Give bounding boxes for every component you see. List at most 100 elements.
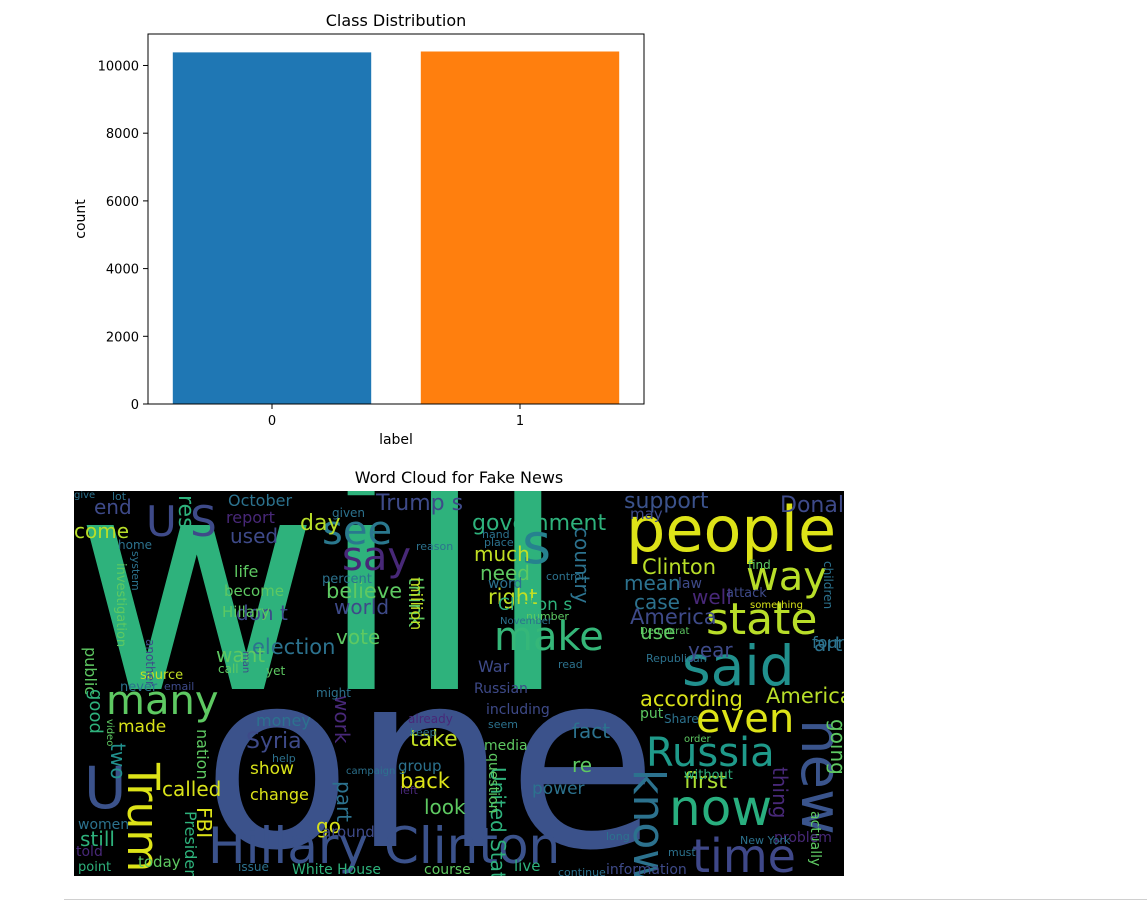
cloud-word: control: [546, 570, 585, 583]
cloud-word: even: [696, 696, 795, 742]
cloud-word: another: [143, 639, 157, 686]
cloud-word: way: [746, 554, 827, 600]
cloud-word: already: [408, 712, 453, 726]
cloud-word: children: [821, 561, 835, 610]
cloud-word: issue: [238, 860, 269, 874]
cloud-word: see: [322, 508, 393, 554]
cloud-word: Clinton: [642, 555, 717, 579]
x-axis-label: label: [379, 432, 413, 448]
x-tick-label-1: 1: [516, 414, 524, 429]
cloud-word: million: [407, 577, 426, 631]
cloud-word: government: [472, 511, 607, 536]
cloud-word: Share: [664, 712, 699, 726]
cloud-word: reason: [416, 540, 454, 553]
cloud-word: attack: [726, 586, 767, 601]
cloud-word: life: [234, 562, 259, 581]
cloud-word: group: [398, 757, 442, 775]
cloud-word: keep: [410, 726, 437, 739]
x-tick-label-0: 0: [268, 414, 276, 429]
cloud-word: order: [684, 734, 711, 745]
cloud-word: use: [640, 620, 676, 644]
cloud-word: re: [572, 753, 593, 777]
cloud-word: campaign: [346, 766, 396, 777]
cloud-word: FBI: [192, 807, 216, 839]
cloud-word: course: [424, 862, 471, 876]
cloud-word: now: [669, 779, 773, 837]
cloud-word: Democrat: [640, 626, 690, 637]
cloud-word: said: [682, 634, 795, 698]
cloud-word: hand: [482, 528, 510, 541]
cloud-word: War: [478, 657, 510, 676]
y-tick-label-4000: 4000: [106, 263, 139, 278]
bar-1: [420, 51, 620, 404]
cloud-word: today: [138, 853, 181, 871]
cloud-word: public: [81, 647, 100, 696]
cloud-word: year: [688, 638, 733, 662]
cloud-word: article: [814, 632, 844, 656]
cell-divider: [64, 899, 1147, 900]
cloud-word: America: [630, 605, 717, 629]
cloud-word: part: [332, 781, 356, 823]
cloud-word: state: [706, 594, 818, 645]
cloud-word: report: [226, 508, 275, 527]
cloud-word: information: [606, 862, 687, 876]
cloud-word: first: [684, 769, 727, 794]
cloud-word: man: [240, 651, 251, 674]
cloud-word: mean: [624, 571, 681, 595]
cloud-word: s: [522, 512, 552, 577]
cloud-word: make: [494, 614, 604, 660]
cloud-word: according: [640, 687, 743, 711]
cloud-word: election: [252, 635, 336, 659]
cloud-word: back: [400, 769, 450, 793]
cloud-word: many: [106, 678, 219, 724]
cloud-word: Hillary Clinton: [208, 817, 561, 875]
cloud-word: question: [485, 753, 501, 814]
y-tick-label-6000: 6000: [106, 195, 139, 210]
cloud-word: Russia: [646, 730, 775, 776]
cloud-word: look: [424, 795, 466, 819]
cloud-word: know: [623, 769, 674, 876]
cloud-word: investigation: [113, 563, 128, 648]
y-axis-label: count: [73, 199, 89, 239]
cloud-word: problem: [774, 830, 832, 846]
cloud-word: may: [630, 505, 663, 523]
cloud-word: one: [202, 619, 658, 876]
cloud-word: made: [118, 717, 167, 737]
cloud-word: take: [410, 727, 458, 752]
cloud-word: want: [216, 643, 266, 667]
cloud-word: October: [228, 491, 293, 510]
cloud-word: American: [766, 684, 844, 708]
cloud-word: Trump: [117, 763, 168, 876]
class-distribution-chart: 0 1 0 2000 4000 6000 8000 10000 Class Distributi…: [73, 11, 645, 448]
cloud-word: thing: [768, 767, 792, 819]
cloud-word: source: [140, 668, 184, 683]
cloud-word: used: [230, 524, 279, 548]
cloud-word: become: [224, 582, 285, 600]
cloud-word: case: [634, 590, 680, 614]
cloud-word: United State: [486, 767, 510, 876]
cloud-word: told: [76, 844, 103, 860]
cloud-word: Republican: [646, 652, 707, 665]
cloud-word: work: [330, 695, 354, 744]
cloud-word: Hillary: [222, 603, 271, 621]
cloud-word: good: [85, 689, 106, 734]
cloud-word: nation: [193, 729, 212, 780]
cloud-word: system: [129, 551, 142, 591]
cloud-word: say: [342, 534, 412, 580]
cloud-word: put: [640, 706, 664, 722]
cloud-word: going: [826, 719, 844, 775]
cloud-word: yet: [266, 664, 286, 678]
cloud-word: country: [570, 527, 594, 604]
cloud-word: need: [480, 561, 530, 585]
cloud-word: White House: [292, 862, 382, 876]
cloud-word: new: [788, 719, 844, 835]
cloud-word: long: [606, 830, 630, 843]
cloud-word: media: [484, 738, 528, 754]
cloud-word: email: [164, 680, 195, 693]
cloud-word: continue: [558, 866, 606, 876]
cloud-word: left: [400, 784, 418, 797]
cloud-word: day: [300, 511, 341, 536]
y-tick-label-8000: 8000: [106, 127, 139, 142]
cloud-word: well: [692, 585, 732, 609]
y-tick-label-0: 0: [131, 398, 139, 413]
